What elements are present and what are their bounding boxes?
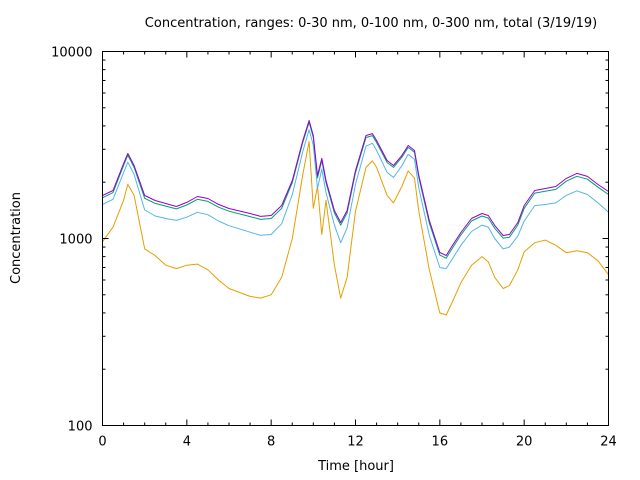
plot-frame [102, 51, 609, 426]
y-tick-label: 1000 [59, 233, 92, 248]
x-tick-label: 20 [516, 435, 533, 450]
series-line-total [102, 120, 609, 256]
x-tick-label: 24 [600, 435, 617, 450]
axis-ticks: 0 4 8 12 16 20 24 100 1000 10000 [51, 46, 617, 450]
x-tick-label: 16 [432, 435, 449, 450]
chart-title: Concentration, ranges: 0-30 nm, 0-100 nm… [145, 16, 597, 31]
series-line-0-100-nm [102, 129, 609, 270]
y-tick-label: 100 [68, 420, 93, 435]
series-line-0-30-nm [102, 141, 609, 316]
x-tick-label: 12 [347, 435, 364, 450]
x-axis-label: Time [hour] [317, 459, 394, 474]
x-tick-label: 8 [267, 435, 275, 450]
y-tick-label: 10000 [51, 46, 92, 61]
series-line-0-300-nm [102, 121, 609, 259]
y-axis-label: Concentration [9, 192, 24, 284]
series-layer [102, 120, 609, 316]
x-tick-label: 4 [183, 435, 191, 450]
x-tick-label: 0 [98, 435, 106, 450]
